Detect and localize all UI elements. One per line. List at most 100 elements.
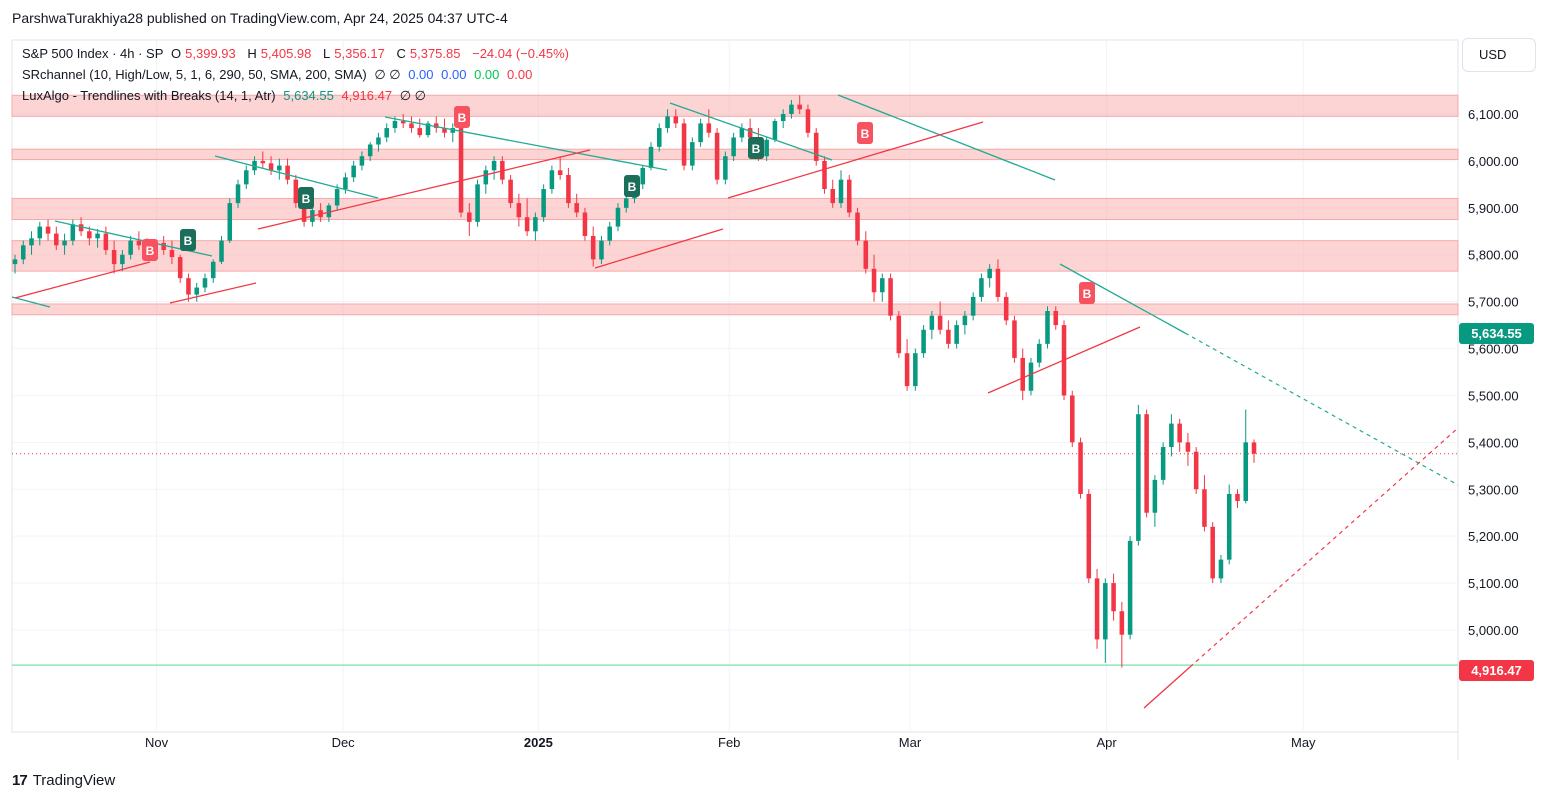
lower-trendline-price-tag: 4,916.47 (1459, 660, 1534, 681)
candle-body (863, 240, 869, 269)
candle-body (1169, 423, 1174, 448)
candle-body (1020, 357, 1025, 391)
candle-body (70, 224, 76, 241)
candle-body (739, 128, 745, 138)
trendlines-value-lower: 4,916.47 (341, 88, 393, 103)
publish-info: ParshwaTurakhiya28 published on TradingV… (12, 10, 508, 26)
candle-body (442, 128, 447, 133)
candle-body (475, 184, 480, 222)
candle-body (871, 268, 877, 293)
candle-body (1243, 442, 1249, 501)
candle-body (103, 233, 109, 251)
candle-body (161, 243, 166, 251)
candle-body (1210, 526, 1215, 579)
break-badge-label: B (302, 192, 311, 206)
candle-body (665, 116, 670, 129)
open-label: O 5,399.93 (171, 46, 240, 61)
y-tick-label: 5,900.00 (1468, 201, 1519, 216)
candle-body (690, 142, 695, 166)
candle-body (714, 132, 720, 180)
candle-body (1086, 493, 1092, 579)
candle-body (87, 231, 92, 239)
candle-body (904, 353, 910, 387)
srchannel-name[interactable]: SRchannel (10, High/Low, 5, 1, 6, 290, 5… (22, 67, 367, 82)
break-badge-label: B (861, 127, 870, 141)
high-label: H 5,405.98 (247, 46, 315, 61)
candle-body (599, 240, 604, 260)
break-badge (624, 175, 640, 197)
footer-brand[interactable]: 17 TradingView (12, 772, 115, 789)
y-tick-label: 5,800.00 (1468, 248, 1519, 263)
y-tick-label: 5,600.00 (1468, 342, 1519, 357)
y-tick-label: 5,300.00 (1468, 482, 1519, 497)
close-value: 5,375.85 (409, 46, 461, 61)
candle-body (1152, 479, 1158, 513)
candle-body (376, 137, 381, 145)
y-tick-label: 5,700.00 (1468, 295, 1519, 310)
candle-body (268, 163, 274, 171)
candle-body (351, 165, 356, 178)
x-tick-label: Mar (899, 735, 922, 750)
candle-body (1119, 611, 1125, 635)
candle-body (582, 212, 588, 236)
break-badge-label: B (146, 244, 155, 258)
candle-body (1070, 395, 1075, 443)
srchannel-empty: ∅ ∅ (374, 67, 401, 82)
candle-body (169, 250, 175, 258)
candle-body (797, 104, 802, 110)
candle-body (962, 315, 968, 326)
candle-body (260, 160, 266, 164)
trendline (1059, 263, 1186, 334)
candle-body (1235, 493, 1240, 501)
currency-button[interactable]: USD (1462, 38, 1536, 72)
candle-body (789, 104, 794, 114)
candle-body (128, 240, 133, 255)
candle-body (937, 315, 943, 330)
y-tick-label: 5,000.00 (1468, 623, 1519, 638)
candle-body (838, 179, 844, 204)
candle-body (508, 179, 513, 204)
sr-zone (11, 94, 1459, 117)
candle-body (615, 207, 621, 227)
candle-body (1251, 442, 1257, 454)
candle-body (987, 268, 992, 279)
candle-body (1111, 583, 1116, 612)
candle-body (913, 353, 918, 387)
candle-body (45, 226, 51, 234)
candle-body (54, 233, 59, 246)
trendline (214, 155, 379, 199)
trendlines-name[interactable]: LuxAlgo - Trendlines with Breaks (14, 1,… (22, 88, 276, 103)
candle-body (12, 259, 18, 265)
candle-body (491, 160, 497, 171)
close-key: C (396, 46, 406, 61)
candle-body (1136, 414, 1141, 541)
candle-body (929, 315, 935, 330)
trendline (987, 326, 1141, 394)
candle-body (367, 144, 373, 157)
x-tick-label: Apr (1097, 735, 1118, 750)
y-tick-label: 5,200.00 (1468, 529, 1519, 544)
candle-body (1036, 343, 1042, 363)
candle-body (640, 167, 646, 185)
y-tick-label: 6,100.00 (1468, 107, 1519, 122)
candle-body (822, 160, 827, 190)
symbol-label[interactable]: S&P 500 Index · 4h · SP (22, 46, 164, 61)
candle-body (277, 165, 282, 171)
candle-body (177, 257, 183, 279)
break-badge-label: B (1083, 287, 1092, 301)
candle-body (780, 114, 786, 122)
candle-body (186, 278, 191, 295)
candle-body (723, 156, 728, 180)
candle-body (516, 203, 522, 218)
candle-body (954, 325, 959, 344)
candle-body (557, 170, 563, 175)
break-badge (142, 239, 158, 261)
candle-body (1202, 489, 1207, 527)
candle-body (1094, 578, 1100, 640)
candle-body (813, 132, 819, 161)
trendlines-legend: LuxAlgo - Trendlines with Breaks (14, 1,… (22, 88, 430, 104)
break-badge (298, 187, 314, 209)
candle-body (20, 245, 26, 260)
